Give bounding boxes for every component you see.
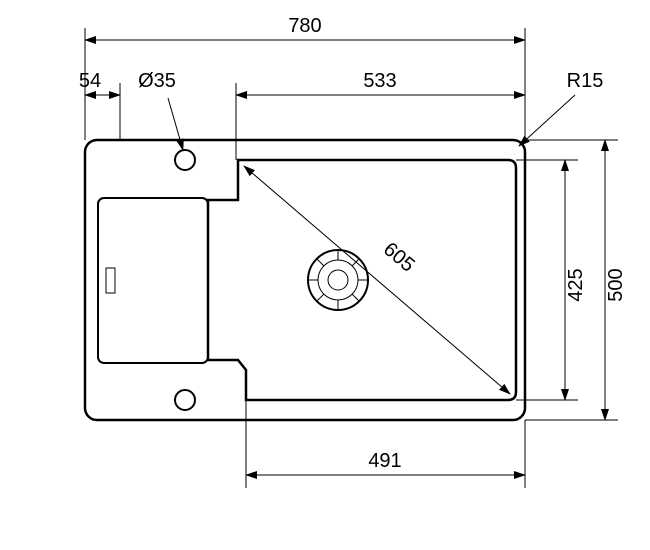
dim-605 — [244, 166, 510, 394]
dim-dia-leader — [168, 98, 183, 150]
dim-491-label: 491 — [368, 450, 401, 472]
dim-425-label: 425 — [565, 268, 587, 301]
dim-500-label: 500 — [605, 268, 627, 301]
tap-hole-bottom — [175, 390, 195, 410]
drain — [308, 250, 368, 310]
drainer-slot — [106, 268, 115, 293]
tap-hole-top — [175, 150, 195, 170]
dim-r15-label: R15 — [567, 70, 604, 92]
dim-dia-label: Ø35 — [138, 70, 176, 92]
dim-533-label: 533 — [363, 70, 396, 92]
dim-605-label: 605 — [379, 238, 419, 276]
dim-54-label: 54 — [79, 70, 101, 92]
dim-780-label: 780 — [288, 15, 321, 37]
dim-r15-leader — [519, 95, 575, 146]
sink-outer — [85, 140, 525, 420]
